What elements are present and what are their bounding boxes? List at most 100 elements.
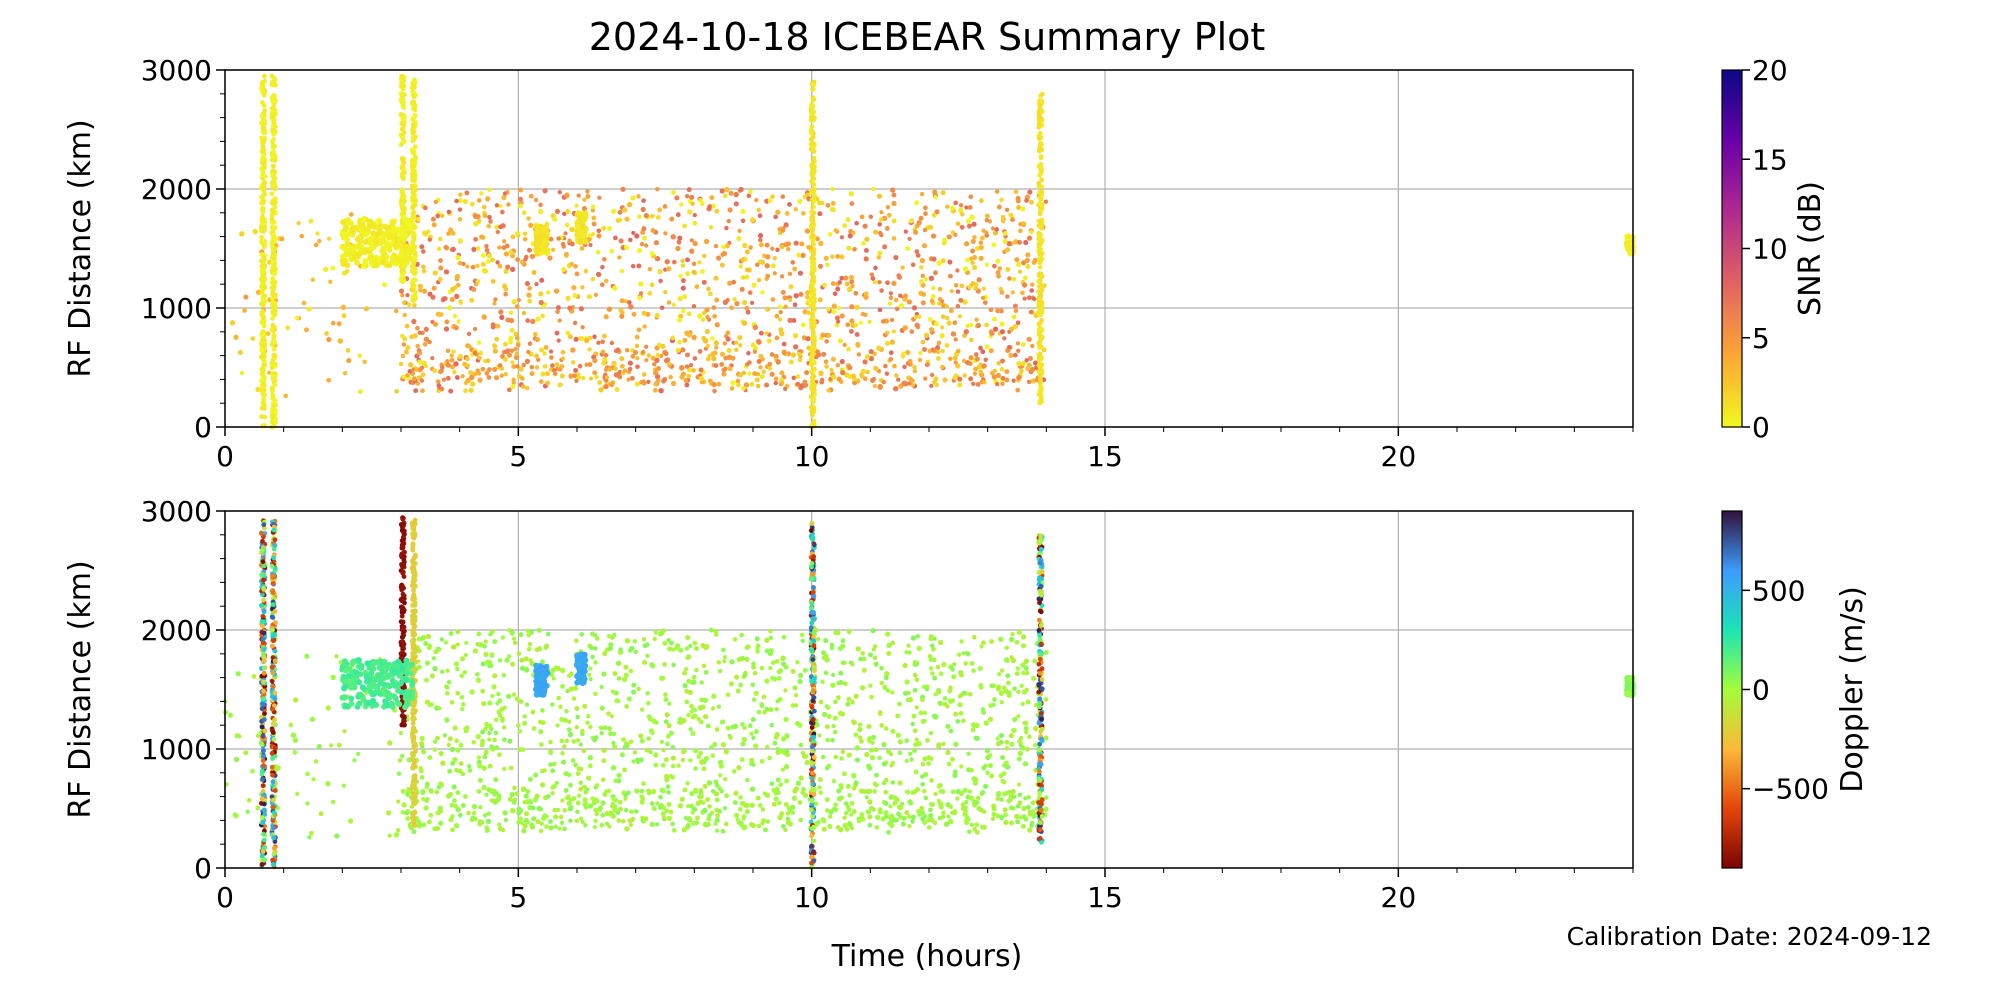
snr-data-point (1039, 91, 1045, 97)
snr-data-point (622, 368, 628, 373)
snr-data-point (272, 237, 277, 243)
snr-data-point (492, 344, 498, 349)
snr-data-point (480, 261, 486, 267)
snr-data-point (586, 294, 593, 300)
snr-data-point (239, 370, 245, 376)
doppler-data-point (564, 709, 569, 714)
doppler-data-point (992, 697, 997, 702)
doppler-data-point (1032, 742, 1038, 748)
snr-data-point (893, 255, 899, 261)
snr-data-point (1002, 230, 1008, 236)
doppler-data-point (950, 667, 955, 672)
snr-data-point (758, 237, 763, 243)
doppler-data-point (886, 829, 892, 835)
snr-data-point (617, 217, 623, 223)
snr-data-point (511, 377, 516, 383)
snr-data-point (963, 241, 970, 247)
doppler-data-point (594, 735, 599, 740)
snr-data-point (513, 331, 519, 337)
snr-data-point (833, 228, 838, 233)
snr-data-point (515, 364, 520, 369)
doppler-data-point (840, 749, 846, 755)
snr-data-point (495, 260, 500, 265)
doppler-data-point (645, 653, 650, 658)
doppler-data-point (905, 789, 910, 795)
snr-data-point (1027, 356, 1033, 361)
doppler-data-point (858, 656, 863, 662)
doppler-data-point (981, 640, 986, 646)
doppler-data-point (679, 796, 685, 802)
snr-data-point (270, 407, 276, 413)
snr-data-point (567, 334, 573, 340)
snr-data-point (860, 368, 866, 374)
snr-data-point (909, 329, 915, 334)
snr-data-point (824, 364, 829, 369)
doppler-data-point (926, 825, 932, 830)
snr-data-point (469, 374, 475, 381)
snr-data-point (685, 257, 690, 263)
doppler-data-point (886, 650, 892, 656)
snr-data-point (1036, 136, 1042, 141)
doppler-data-point (932, 675, 938, 681)
snr-data-point (691, 334, 697, 341)
doppler-data-point (1023, 658, 1029, 665)
snr-data-point (919, 265, 924, 270)
doppler-data-point (416, 636, 422, 642)
snr-data-point (996, 273, 1001, 279)
snr-data-point (868, 355, 875, 362)
doppler-data-point (439, 782, 445, 788)
snr-data-point (542, 188, 548, 194)
snr-data-point (449, 297, 455, 302)
snr-data-point (907, 358, 913, 364)
snr-data-point (758, 242, 764, 248)
snr-data-point (473, 221, 479, 227)
doppler-data-point (969, 767, 975, 773)
doppler-data-point (997, 672, 1002, 677)
doppler-data-point (437, 706, 442, 711)
doppler-data-point (910, 635, 916, 641)
snr-data-point (260, 310, 265, 315)
snr-data-point (426, 229, 431, 234)
doppler-data-point (846, 696, 852, 702)
doppler-data-point (857, 722, 863, 727)
snr-data-point (638, 291, 644, 296)
snr-data-point (865, 369, 870, 375)
doppler-data-point (765, 744, 770, 750)
doppler-data-point (452, 725, 458, 731)
doppler-data-point (527, 776, 533, 782)
doppler-data-point (706, 780, 713, 786)
doppler-data-point (1006, 690, 1012, 696)
snr-data-point (797, 198, 803, 205)
doppler-data-point (778, 782, 783, 788)
doppler-data-point (311, 777, 316, 782)
snr-data-point (421, 249, 426, 254)
doppler-data-point (752, 670, 758, 676)
snr-data-point (962, 333, 967, 338)
snr-data-point (790, 260, 796, 265)
snr-data-point (509, 327, 515, 333)
doppler-data-point (435, 826, 441, 831)
snr-data-point (756, 358, 762, 365)
doppler-data-point (839, 711, 846, 717)
doppler-data-point (522, 720, 528, 726)
doppler-data-point (928, 756, 934, 762)
snr-data-point (259, 371, 265, 377)
snr-data-point (810, 382, 816, 388)
doppler-data-point (768, 628, 773, 634)
snr-data-point (746, 193, 752, 199)
snr-data-point (412, 333, 418, 339)
snr-data-point (888, 291, 894, 296)
snr-data-point (854, 304, 860, 311)
snr-data-point (560, 241, 566, 247)
snr-data-point (740, 208, 746, 215)
snr-data-point (269, 230, 275, 235)
snr-data-point (810, 87, 815, 92)
snr-data-point (401, 342, 407, 347)
doppler-data-point (751, 735, 756, 741)
snr-data-point (508, 310, 514, 315)
snr-data-point (471, 246, 477, 252)
snr-data-point (477, 340, 482, 345)
doppler-data-point (970, 727, 976, 733)
snr-data-point (306, 306, 312, 312)
snr-data-point (644, 344, 649, 349)
